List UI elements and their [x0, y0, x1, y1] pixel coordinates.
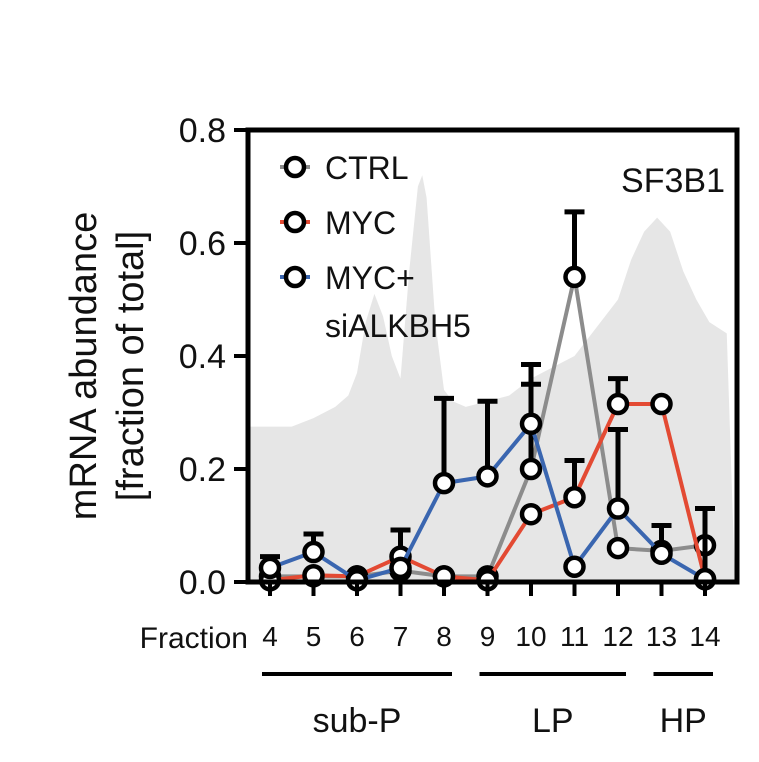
data-point — [650, 392, 673, 416]
legend-label: MYC — [325, 205, 396, 241]
plot-frame — [245, 127, 740, 585]
y-axis-ticks: 0.0 0.2 0.4 0.6 0.8 — [179, 112, 248, 602]
data-point — [389, 556, 412, 580]
data-point — [302, 540, 325, 564]
group-label: sub-P — [313, 702, 402, 740]
x-tick-label: 7 — [393, 621, 409, 652]
x-tick-label: 10 — [515, 621, 546, 652]
x-tick-label: 11 — [560, 621, 589, 652]
data-point — [563, 265, 586, 289]
y-tick-label: 0.4 — [179, 338, 226, 376]
legend-marker — [283, 265, 307, 289]
data-point — [519, 502, 543, 526]
legend-label: MYC+ — [325, 260, 415, 296]
x-tick-label: 5 — [306, 621, 322, 652]
x-tick-label: 12 — [602, 621, 633, 652]
legend-marker — [283, 155, 307, 179]
gene-label: SF3B1 — [621, 162, 725, 200]
y-tick-label: 0.8 — [179, 112, 226, 150]
y-tick-label: 0.0 — [179, 564, 226, 602]
legend-label: siALKBH5 — [325, 308, 471, 344]
x-tick-label: 4 — [262, 621, 278, 652]
legend-marker — [283, 210, 307, 234]
data-point — [606, 536, 630, 560]
y-axis-label-line1: mRNA abundance — [63, 212, 105, 520]
y-tick-label: 0.2 — [179, 451, 226, 489]
x-tick-label: 9 — [480, 621, 496, 652]
y-tick-label: 0.6 — [179, 225, 226, 263]
data-point — [606, 392, 630, 416]
data-point — [476, 465, 499, 488]
data-point — [650, 542, 673, 565]
x-axis-fraction-word: Fraction — [140, 622, 248, 655]
data-point — [519, 412, 543, 436]
group-label: HP — [660, 702, 707, 740]
x-tick-label: 6 — [349, 621, 365, 652]
data-point — [258, 556, 282, 580]
data-point — [606, 497, 630, 520]
data-point — [563, 486, 586, 509]
x-tick-label: 13 — [646, 621, 677, 652]
x-axis-ticks: 4 5 6 7 8 9 10 11 12 13 14 — [262, 582, 721, 652]
data-point — [519, 457, 543, 481]
data-point — [563, 555, 586, 578]
x-tick-label: 14 — [689, 621, 720, 652]
legend: CTRL MYC MYC+ siALKBH5 — [280, 150, 471, 344]
polysome-profile-area — [250, 175, 735, 582]
y-axis-label-line2: [fraction of total] — [110, 231, 152, 501]
fraction-groups: sub-P LP HP — [262, 672, 713, 740]
legend-label: CTRL — [325, 150, 409, 186]
x-tick-label: 8 — [436, 621, 452, 652]
group-label: LP — [532, 702, 574, 740]
data-point — [432, 471, 456, 495]
